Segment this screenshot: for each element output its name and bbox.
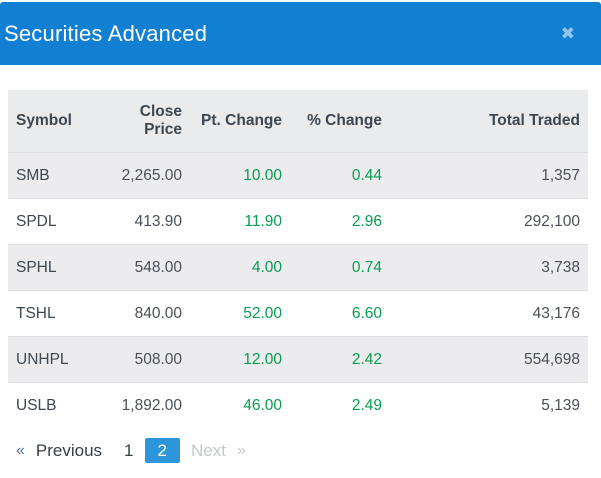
cell-total-traded: 5,139 <box>390 382 588 428</box>
cell-pct-change: 2.49 <box>290 382 390 428</box>
cell-pt-change: 12.00 <box>190 336 290 383</box>
cell-close-price: 840.00 <box>90 290 190 337</box>
cell-close-price: 548.00 <box>90 244 190 291</box>
cell-symbol: UNHPL <box>8 336 90 383</box>
cell-close-price: 2,265.00 <box>90 152 190 199</box>
column-header-total-traded: Total Traded <box>390 90 588 153</box>
cell-symbol: USLB <box>8 382 90 428</box>
cell-close-price: 413.90 <box>90 198 190 245</box>
cell-symbol: SMB <box>8 152 90 199</box>
table-row: TSHL 840.00 52.00 6.60 43,176 <box>8 290 588 337</box>
column-header-pt-change: Pt. Change <box>190 90 290 153</box>
modal-title: Securities Advanced <box>4 20 208 46</box>
previous-page-button[interactable]: « Previous <box>5 438 113 463</box>
next-page-button-disabled: Next » <box>180 438 257 463</box>
table-row: UNHPL 508.00 12.00 2.42 554,698 <box>8 336 588 383</box>
page-button-2-active[interactable]: 2 <box>144 438 180 463</box>
cell-pct-change: 2.96 <box>290 198 390 245</box>
cell-close-price: 1,892.00 <box>90 382 190 428</box>
cell-pct-change: 6.60 <box>290 290 390 337</box>
pagination: « Previous 1 2 Next » <box>5 438 601 463</box>
cell-total-traded: 43,176 <box>390 290 588 337</box>
cell-total-traded: 3,738 <box>390 244 588 291</box>
securities-table: Symbol Close Price Pt. Change % Change T… <box>8 90 588 428</box>
cell-total-traded: 292,100 <box>390 198 588 245</box>
cell-pt-change: 46.00 <box>190 382 290 428</box>
cell-pt-change: 11.90 <box>190 198 290 245</box>
next-label: Next <box>190 441 226 460</box>
column-header-pct-change: % Change <box>290 90 390 153</box>
page-button-1[interactable]: 1 <box>124 441 134 460</box>
table-row: SPDL 413.90 11.90 2.96 292,100 <box>8 198 588 245</box>
table-row: SPHL 548.00 4.00 0.74 3,738 <box>8 244 588 291</box>
modal-header: Securities Advanced ✖ <box>0 2 601 65</box>
column-header-close-price: Close Price <box>90 90 190 153</box>
table-header-row: Symbol Close Price Pt. Change % Change T… <box>8 90 588 153</box>
cell-close-price: 508.00 <box>90 336 190 383</box>
previous-label: Previous <box>35 441 103 460</box>
cell-total-traded: 1,357 <box>390 152 588 199</box>
cell-total-traded: 554,698 <box>390 336 588 383</box>
cell-pt-change: 4.00 <box>190 244 290 291</box>
cell-pct-change: 0.44 <box>290 152 390 199</box>
double-right-arrow-icon: » <box>236 442 246 459</box>
cell-symbol: TSHL <box>8 290 90 337</box>
double-left-arrow-icon: « <box>16 442 25 459</box>
cell-pt-change: 10.00 <box>190 152 290 199</box>
cell-symbol: SPHL <box>8 244 90 291</box>
cell-pct-change: 0.74 <box>290 244 390 291</box>
cell-pt-change: 52.00 <box>190 290 290 337</box>
close-icon[interactable]: ✖ <box>560 24 575 43</box>
table-row: USLB 1,892.00 46.00 2.49 5,139 <box>8 382 588 428</box>
column-header-symbol: Symbol <box>8 90 90 153</box>
table-row: SMB 2,265.00 10.00 0.44 1,357 <box>8 152 588 199</box>
cell-pct-change: 2.42 <box>290 336 390 383</box>
cell-symbol: SPDL <box>8 198 90 245</box>
